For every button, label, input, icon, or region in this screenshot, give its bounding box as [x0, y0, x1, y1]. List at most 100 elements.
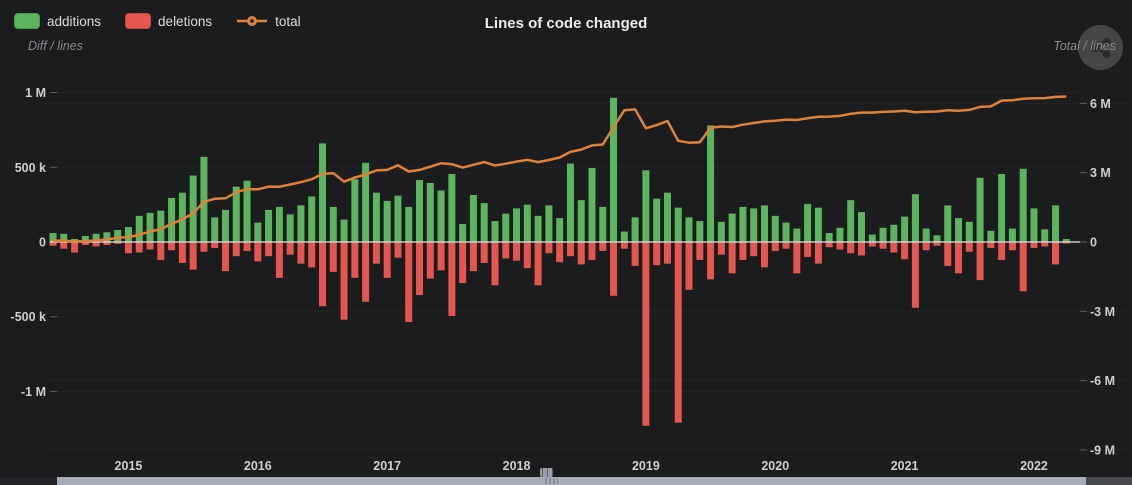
scrollbar-endcap[interactable]: [1086, 477, 1132, 485]
total-line-marker: [237, 16, 268, 26]
deletions-bar: [200, 242, 208, 252]
deletions-bar: [556, 242, 564, 263]
legend-item-additions[interactable]: additions: [14, 13, 101, 29]
deletions-bar: [340, 242, 348, 320]
additions-bar: [760, 205, 768, 242]
deletions-bar: [890, 242, 898, 253]
deletions-bar: [933, 242, 941, 246]
x-axis-year-label: 2020: [761, 459, 789, 473]
deletions-bar: [502, 242, 510, 259]
additions-bar: [221, 209, 229, 242]
additions-bar: [987, 230, 995, 242]
deletions-bar: [922, 242, 930, 251]
deletions-bar: [523, 242, 531, 269]
deletions-bar: [631, 242, 639, 266]
deletions-bar: [405, 242, 413, 322]
additions-bar: [610, 97, 618, 242]
x-zoom-scrollbar[interactable]: [0, 477, 1132, 485]
deletions-bar: [211, 242, 219, 248]
deletions-bar: [157, 242, 165, 260]
deletions-bar: [653, 242, 661, 266]
deletions-bar: [243, 242, 251, 251]
additions-bar: [739, 206, 747, 242]
legend: additions deletions total: [14, 13, 325, 29]
right-axis-label: 3 M: [1090, 166, 1111, 180]
additions-bar: [523, 204, 531, 242]
deletions-bar: [566, 242, 574, 257]
additions-bar: [81, 236, 89, 242]
additions-bar: [1008, 228, 1016, 242]
deletions-bar: [944, 242, 952, 266]
deletions-bar: [329, 242, 337, 272]
left-axis-label: 1 M: [25, 86, 46, 100]
additions-bar: [998, 174, 1006, 242]
scrollbar-drag-nub[interactable]: [540, 468, 553, 477]
right-axis-label: -6 M: [1090, 374, 1115, 388]
legend-item-total[interactable]: total: [236, 14, 301, 29]
left-axis-label: -500 k: [11, 310, 46, 324]
deletions-bar: [642, 242, 650, 426]
additions-bar: [178, 192, 186, 242]
deletions-bar: [232, 242, 240, 257]
additions-bar: [394, 195, 402, 242]
deletions-bar: [49, 242, 57, 246]
additions-bar: [340, 219, 348, 242]
deletions-bar: [911, 242, 919, 308]
additions-bar: [847, 200, 855, 242]
deletions-bar: [221, 242, 229, 272]
additions-bar: [696, 221, 704, 242]
x-axis-year-label: 2015: [115, 459, 143, 473]
additions-bar: [922, 228, 930, 242]
additions-bar: [933, 235, 941, 242]
deletions-bar: [696, 242, 704, 260]
deletions-bar: [448, 242, 456, 316]
additions-bar: [588, 168, 596, 242]
x-axis-year-label: 2019: [632, 459, 660, 473]
additions-bar: [308, 196, 316, 242]
right-axis-label: -3 M: [1090, 305, 1115, 319]
legend-label-total: total: [275, 13, 301, 29]
additions-bar: [663, 192, 671, 242]
right-axis-label: -9 M: [1090, 443, 1115, 457]
deletions-bar: [707, 242, 715, 280]
deletions-bar: [998, 242, 1006, 260]
additions-bar: [911, 194, 919, 242]
deletions-bar: [588, 242, 596, 260]
additions-bar: [146, 212, 154, 242]
additions-bar: [254, 222, 262, 242]
additions-bar: [383, 200, 391, 242]
right-axis-label: 6 M: [1090, 97, 1111, 111]
additions-bar: [944, 205, 952, 242]
deletions-bar: [437, 242, 445, 271]
deletions-bar: [545, 242, 553, 254]
additions-bar: [685, 217, 693, 242]
deletions-bar: [782, 242, 790, 249]
additions-bar: [879, 227, 887, 242]
deletions-bar: [372, 242, 380, 264]
additions-bar: [825, 233, 833, 242]
total-line: [52, 95, 1067, 243]
deletions-bar: [254, 242, 262, 262]
additions-bar: [297, 205, 305, 242]
plot-area: 1 M 500 k 0 -500 k -1 M 6 M 3 M 0 -3 M -6 M -9 M 20…: [11, 69, 1128, 473]
export-menu-button[interactable]: [1078, 25, 1123, 70]
deletions-bar: [955, 242, 963, 274]
additions-bar: [955, 218, 963, 242]
chart-title: Lines of code changed: [484, 15, 648, 32]
deletions-bar: [394, 242, 402, 258]
additions-bar: [620, 231, 628, 242]
scrollbar-handle[interactable]: [57, 477, 1086, 485]
additions-bar: [674, 207, 682, 242]
legend-label-additions: additions: [47, 13, 102, 29]
additions-bar: [642, 170, 650, 242]
additions-bar: [814, 207, 822, 242]
deletions-bar: [739, 242, 747, 260]
legend-item-deletions[interactable]: deletions: [125, 13, 212, 29]
deletions-bar: [189, 242, 197, 270]
additions-bar: [416, 179, 424, 242]
additions-bar: [351, 179, 359, 242]
deletions-bar: [146, 242, 154, 250]
additions-bar: [60, 233, 68, 242]
scrollbar-grip[interactable]: [545, 478, 558, 484]
additions-bar: [631, 217, 639, 242]
